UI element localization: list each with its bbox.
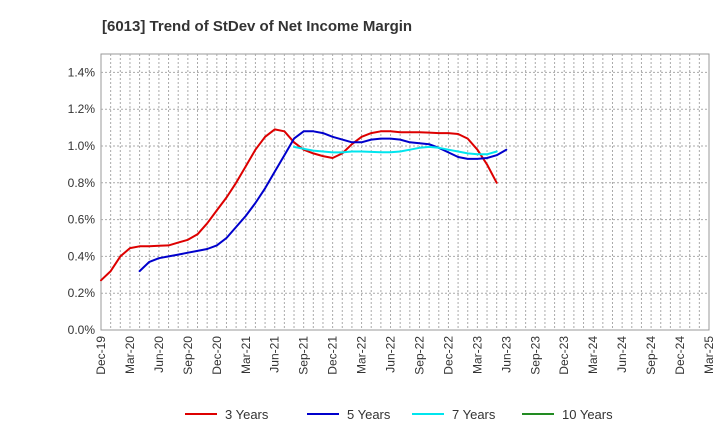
x-tick-label: Dec-22 (441, 336, 455, 375)
x-tick-label: Jun-23 (499, 336, 513, 373)
x-tick-label: Dec-20 (210, 336, 224, 375)
x-tick-label: Mar-20 (123, 336, 137, 374)
x-tick-label: Sep-24 (644, 336, 658, 375)
y-tick-label: 0.6% (68, 213, 96, 227)
x-tick-label: Jun-20 (152, 336, 166, 373)
x-tick-label: Jun-22 (384, 336, 398, 373)
x-tick-label: Dec-21 (326, 336, 340, 375)
y-axis-ticks: 0.0% 0.2% 0.4% 0.6% 0.8% 1.0% 1.2% 1.4% (68, 65, 96, 337)
y-tick-label: 0.4% (68, 249, 96, 263)
x-tick-label: Sep-22 (412, 336, 426, 375)
x-tick-label: Jun-21 (268, 336, 282, 373)
legend-label: 5 Years (347, 407, 391, 422)
y-tick-label: 1.2% (68, 102, 96, 116)
x-tick-label: Mar-21 (239, 336, 253, 374)
x-tick-label: Mar-23 (470, 336, 484, 374)
x-tick-label: Dec-23 (557, 336, 571, 375)
series-lines (100, 128, 508, 282)
x-tick-label: Sep-21 (297, 336, 311, 375)
legend: 3 Years 5 Years 7 Years 10 Years (185, 407, 613, 422)
series-line-7-years (293, 145, 498, 156)
x-tick-label: Sep-23 (528, 336, 542, 375)
x-tick-label: Mar-22 (355, 336, 369, 374)
chart-title: [6013] Trend of StDev of Net Income Marg… (102, 18, 412, 35)
series-line-3-years (100, 128, 498, 282)
y-tick-label: 0.0% (68, 323, 96, 337)
plot-area (100, 53, 710, 331)
y-tick-label: 0.2% (68, 286, 96, 300)
x-tick-label: Dec-19 (94, 336, 108, 375)
y-tick-label: 1.4% (68, 65, 96, 79)
grid (101, 54, 709, 330)
y-tick-label: 1.0% (68, 139, 96, 153)
legend-label: 7 Years (452, 407, 496, 422)
x-tick-label: Sep-20 (181, 336, 195, 375)
x-tick-label: Mar-24 (586, 336, 600, 374)
series-line-5-years (138, 130, 508, 273)
x-tick-label: Jun-24 (615, 336, 629, 373)
legend-label: 10 Years (562, 407, 613, 422)
x-tick-label: Mar-25 (702, 336, 716, 374)
plot-frame (100, 53, 710, 331)
x-axis-ticks: Dec-19 Mar-20 Jun-20 Sep-20 Dec-20 Mar-21 Jun-… (94, 336, 716, 375)
x-tick-label: Dec-24 (673, 336, 687, 375)
y-tick-label: 0.8% (68, 176, 96, 190)
legend-label: 3 Years (225, 407, 269, 422)
